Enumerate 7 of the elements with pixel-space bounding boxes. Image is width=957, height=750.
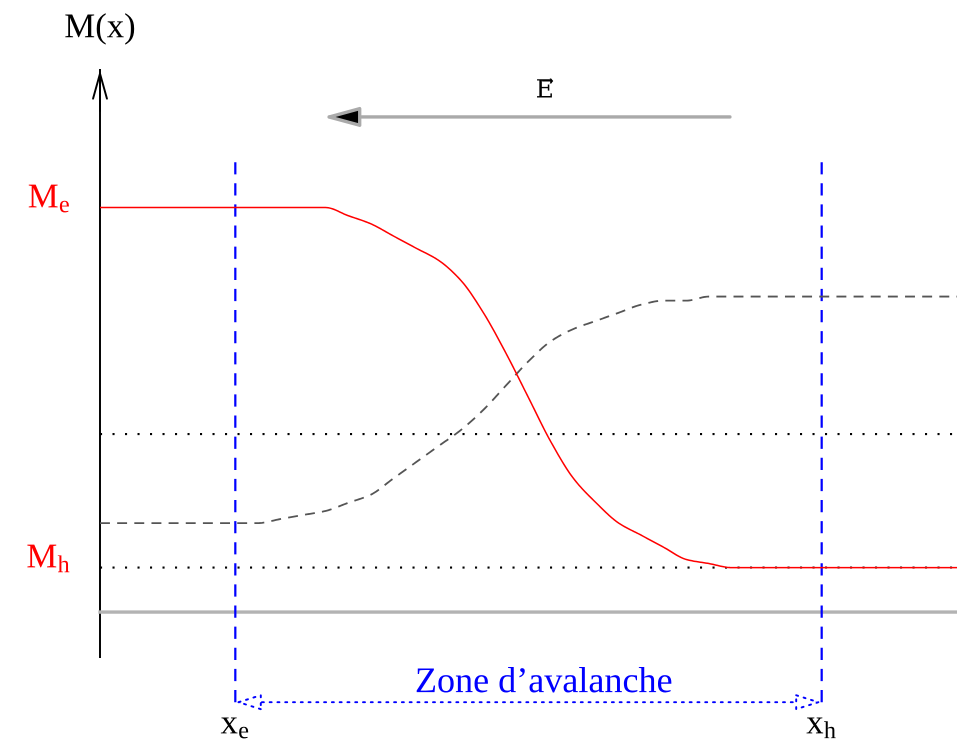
text: M$_{h}$	[27, 544, 70, 572]
text: Zone d’avalanche	[416, 667, 672, 692]
text: E⃗	[537, 78, 554, 98]
text: M$_{e}$	[28, 184, 69, 212]
x-tick-label: x$_{e}$	[220, 717, 248, 738]
y-axis-title: M(x)	[65, 13, 134, 45]
x-tick-label: x$_{h}$	[806, 717, 836, 738]
